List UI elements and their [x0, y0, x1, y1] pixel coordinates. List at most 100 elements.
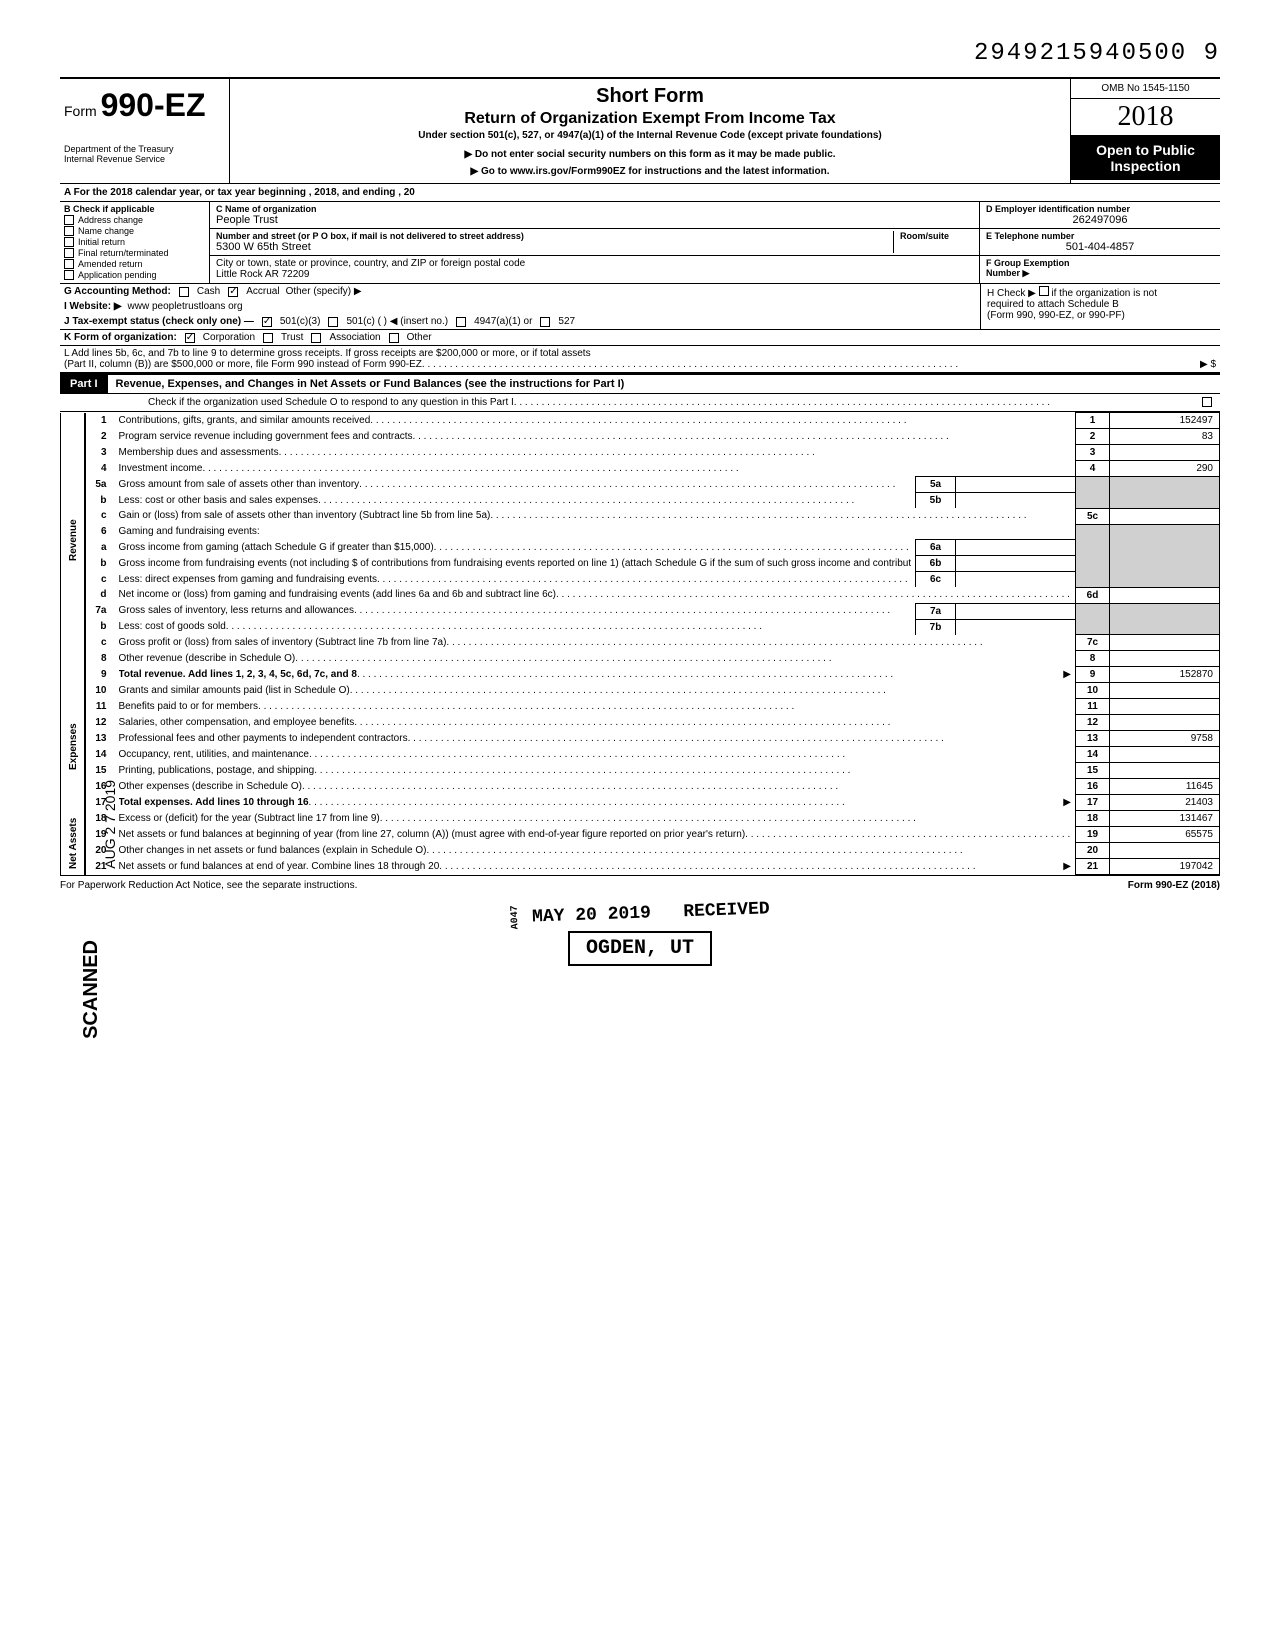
cb-501c[interactable] — [328, 317, 338, 327]
cb-final-return[interactable] — [64, 248, 74, 258]
cb-schedule-o[interactable] — [1202, 397, 1212, 407]
d5b: Less: cost or other basis and sales expe… — [119, 495, 319, 506]
mv5a — [956, 477, 1076, 493]
l-arrow: ▶ $ — [1200, 359, 1216, 370]
d18: Excess or (deficit) for the year (Subtra… — [119, 813, 380, 824]
col-b-checkboxes: B Check if applicable Address change Nam… — [60, 202, 210, 283]
check-o-dots — [514, 397, 1202, 408]
arrow21: ▶ — [1063, 861, 1071, 872]
lbl-other-org: Other — [407, 332, 432, 343]
lbl-amended-return: Amended return — [78, 259, 143, 269]
d7a: Gross sales of inventory, less returns a… — [119, 605, 354, 616]
side-revenue: Revenue — [61, 413, 85, 667]
d14: Occupancy, rent, utilities, and maintena… — [119, 749, 309, 760]
rn19: 19 — [1076, 827, 1110, 843]
lbl-application-pending: Application pending — [78, 270, 157, 280]
rv9: 152870 — [1110, 667, 1220, 683]
mv6c — [956, 572, 1076, 588]
mv7a — [956, 603, 1076, 619]
cb-accrual[interactable] — [228, 287, 238, 297]
lbl-accrual: Accrual — [246, 286, 279, 297]
cb-assoc[interactable] — [311, 333, 321, 343]
h-text3: required to attach Schedule B — [987, 299, 1214, 310]
d7b: Less: cost of goods sold — [119, 621, 226, 632]
rv13: 9758 — [1110, 731, 1220, 747]
rv3 — [1110, 445, 1220, 461]
d4: Investment income — [119, 463, 203, 474]
dept-treasury: Department of the Treasury — [64, 144, 225, 154]
form-label-box: Form 990-EZ Department of the Treasury I… — [60, 79, 230, 183]
col-de: D Employer identification number 2624970… — [980, 202, 1220, 283]
rn7c: 7c — [1076, 635, 1110, 651]
rn8: 8 — [1076, 651, 1110, 667]
cb-cash[interactable] — [179, 287, 189, 297]
n12: 12 — [85, 715, 115, 731]
cb-other-org[interactable] — [389, 333, 399, 343]
cb-name-change[interactable] — [64, 226, 74, 236]
title-box: Short Form Return of Organization Exempt… — [230, 79, 1070, 183]
cb-501c3[interactable] — [262, 317, 272, 327]
d9: Total revenue. Add lines 1, 2, 3, 4, 5c,… — [119, 669, 357, 680]
cb-h[interactable] — [1039, 286, 1049, 296]
d-ein: 262497096 — [986, 214, 1214, 226]
e-phone-label: E Telephone number — [986, 231, 1214, 241]
cb-527[interactable] — [540, 317, 550, 327]
g-label: G Accounting Method: — [64, 286, 171, 297]
n6c: c — [85, 572, 115, 588]
rn4: 4 — [1076, 461, 1110, 477]
stamp-a047: A047 — [510, 905, 522, 929]
d2: Program service revenue including govern… — [119, 431, 413, 442]
h-text2: if the organization is not — [1051, 288, 1157, 299]
rn17: 17 — [1076, 795, 1110, 811]
d13: Professional fees and other payments to … — [119, 733, 408, 744]
n2: 2 — [85, 429, 115, 445]
cb-address-change[interactable] — [64, 215, 74, 225]
d19: Net assets or fund balances at beginning… — [119, 829, 746, 840]
shade7v — [1110, 603, 1220, 635]
rv14 — [1110, 747, 1220, 763]
lbl-4947: 4947(a)(1) or — [474, 316, 532, 327]
n6: 6 — [85, 524, 115, 540]
cb-4947[interactable] — [456, 317, 466, 327]
info-rows: G Accounting Method: Cash Accrual Other … — [60, 284, 1220, 373]
page-stamp: 2949215940500 9 — [60, 40, 1220, 67]
rn18: 18 — [1076, 811, 1110, 827]
stamp-ogden: OGDEN, UT — [568, 931, 712, 966]
rn21: 21 — [1076, 859, 1110, 875]
cb-trust[interactable] — [263, 333, 273, 343]
cb-corp[interactable] — [185, 333, 195, 343]
lines-table: Revenue 1 Contributions, gifts, grants, … — [60, 412, 1220, 875]
d8: Other revenue (describe in Schedule O) — [119, 653, 296, 664]
n14: 14 — [85, 747, 115, 763]
rv5c — [1110, 508, 1220, 524]
n6b: b — [85, 556, 115, 572]
h-text1: H Check ▶ — [987, 288, 1036, 299]
j-label: J Tax-exempt status (check only one) — — [64, 316, 254, 327]
rv1: 152497 — [1110, 413, 1220, 429]
cb-application-pending[interactable] — [64, 270, 74, 280]
shade7 — [1076, 603, 1110, 635]
stamp-received: RECEIVED — [683, 899, 770, 922]
c-addr-label: Number and street (or P O box, if mail i… — [216, 231, 893, 241]
form-prefix: Form — [64, 103, 97, 119]
stamp-area: A047 MAY 20 2019 RECEIVED OGDEN, UT — [60, 901, 1220, 966]
n5b: b — [85, 493, 115, 509]
cb-amended-return[interactable] — [64, 259, 74, 269]
e-phone: 501-404-4857 — [986, 241, 1214, 253]
d6c: Less: direct expenses from gaming and fu… — [119, 574, 377, 585]
rv19: 65575 — [1110, 827, 1220, 843]
cb-initial-return[interactable] — [64, 237, 74, 247]
rv2: 83 — [1110, 429, 1220, 445]
tax-year: 2018 — [1071, 99, 1220, 136]
mn6a: 6a — [916, 540, 956, 556]
rn12: 12 — [1076, 715, 1110, 731]
rv7c — [1110, 635, 1220, 651]
row-a-calendar-year: A For the 2018 calendar year, or tax yea… — [60, 184, 1220, 202]
rn1: 1 — [1076, 413, 1110, 429]
rn15: 15 — [1076, 763, 1110, 779]
c-city: Little Rock AR 72209 — [216, 269, 973, 280]
f-group-label: F Group Exemption — [986, 258, 1214, 268]
l-line2: (Part II, column (B)) are $500,000 or mo… — [64, 359, 422, 370]
n7b: b — [85, 619, 115, 635]
lbl-name-change: Name change — [78, 226, 134, 236]
